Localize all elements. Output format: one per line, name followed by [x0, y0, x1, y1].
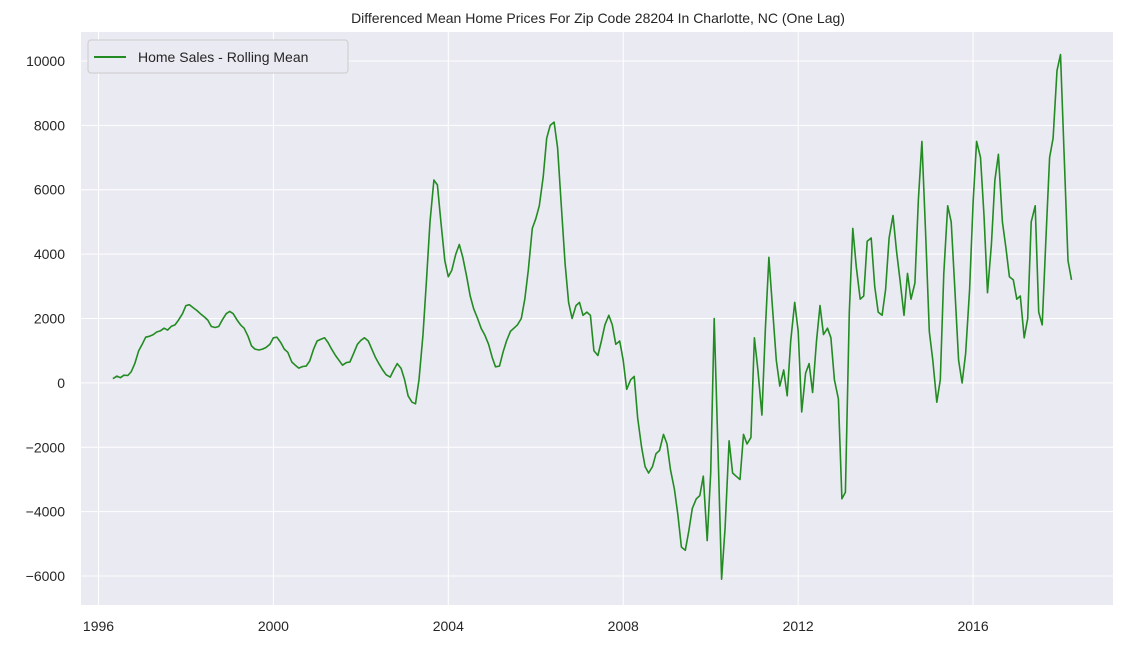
y-tick-label: 0	[57, 375, 65, 391]
x-tick-label: 2008	[608, 618, 639, 634]
legend-label: Home Sales - Rolling Mean	[138, 49, 308, 65]
y-axis: 10000 8000 6000 4000 2000 0 −2000 −4000 −6000	[26, 53, 66, 584]
y-tick-label: −4000	[26, 504, 66, 520]
x-tick-label: 2012	[783, 618, 814, 634]
x-axis: 1996 2000 2004 2008 2012 2016	[83, 618, 989, 634]
y-tick-label: −6000	[26, 568, 66, 584]
legend: Home Sales - Rolling Mean	[87, 39, 349, 74]
y-tick-label: 2000	[34, 311, 65, 327]
x-tick-label: 2000	[258, 618, 289, 634]
chart-title: Differenced Mean Home Prices For Zip Cod…	[351, 10, 845, 26]
legend-box	[87, 39, 349, 74]
y-tick-label: −2000	[26, 439, 66, 455]
y-tick-label: 4000	[34, 246, 65, 262]
y-tick-label: 10000	[26, 53, 65, 69]
y-tick-label: 8000	[34, 117, 65, 133]
x-tick-label: 2016	[957, 618, 988, 634]
series-line-home-sales-rolling-mean	[112, 53, 1073, 580]
x-tick-label: 1996	[83, 618, 114, 634]
gridlines	[81, 32, 1113, 605]
x-tick-label: 2004	[433, 618, 464, 634]
y-tick-label: 6000	[34, 182, 65, 198]
